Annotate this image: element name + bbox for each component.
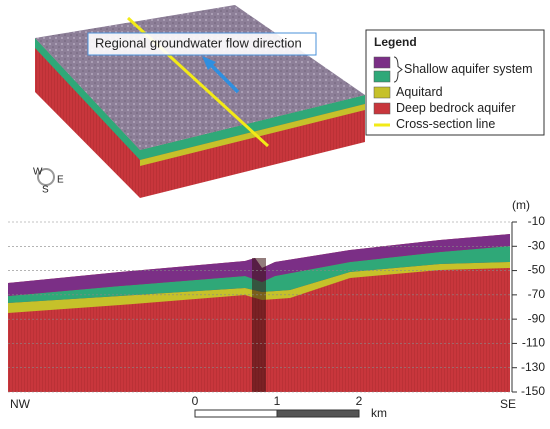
compass-east: E [57,175,64,186]
scale-label: 2 [356,394,363,408]
scale-label: 0 [192,394,199,408]
block-diagram: Regional groundwater flow direction W E … [33,5,365,198]
yellow-band [140,104,365,166]
scale-unit: km [371,406,387,420]
green-band [35,38,140,160]
legend-label: Aquitard [396,85,443,99]
compass [37,168,55,186]
y-tick-label: -90 [528,311,546,325]
y-tick-label: -130 [521,360,545,374]
legend-title: Legend [374,35,417,49]
cross-section: (m) NW SE -10 -30 -50 -70 -90 -110 -130 -150 [8,198,545,411]
y-tick-label: -30 [528,238,546,252]
green-band [140,95,365,160]
aquitard-layer [8,262,510,313]
legend-box [365,29,545,136]
scale-segment [276,409,360,418]
fault-zone [252,258,266,392]
green-layer [8,246,510,303]
legend-label: Shallow aquifer system [404,62,533,76]
legend-swatch [373,86,391,99]
legend-swatch [373,70,391,83]
y-tick-label: -150 [521,384,545,398]
scale-segment [194,409,278,418]
legend-swatch [373,56,391,69]
legend-label: Cross-section line [396,117,495,131]
flow-label: Regional groundwater flow direction [95,35,302,50]
legend-label: Deep bedrock aquifer [396,101,516,115]
block-left-face [35,38,140,198]
flow-arrow [206,60,240,94]
legend-brace [393,56,403,83]
flow-arrow-head [202,56,216,70]
axis-unit: (m) [512,198,530,212]
y-tick-label: -70 [528,287,546,301]
y-tick-label: -50 [528,263,546,277]
compass-west: W [33,167,43,178]
se-label: SE [500,397,516,411]
flow-label-box [87,32,317,56]
y-tick-label: -110 [522,336,545,350]
scale-bar: 0 1 2 km [192,394,387,420]
nw-label: NW [10,397,31,411]
y-tick-label: -10 [528,214,546,228]
legend: Legend Shallow aquifer system Aquitard Dee… [365,29,545,136]
compass-south: S [42,185,49,196]
scale-label: 1 [274,394,281,408]
legend-swatch [373,102,391,115]
